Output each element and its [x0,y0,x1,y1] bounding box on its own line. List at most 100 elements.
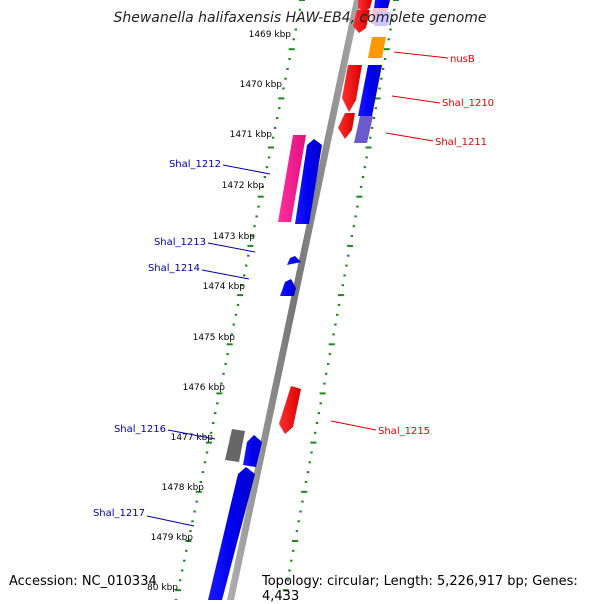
forward-track-tick [310,441,317,444]
forward-track-tick [308,461,311,464]
forward-track-tick [393,8,396,11]
forward-track-tick [315,422,319,424]
gene-forward-blue-top [374,0,390,8]
reverse-track-tick [261,185,264,188]
reverse-track-tick [265,166,269,169]
gene-label-shal-1216[interactable]: Shal_1216 [114,424,166,435]
reverse-track-tick [195,500,198,503]
forward-track-tick [372,117,376,119]
forward-track-tick [328,353,332,356]
leader-shal-1217 [146,515,195,527]
forward-track-tick [290,559,293,562]
forward-track-tick [282,589,289,592]
forward-track-tick [297,520,300,523]
reverse-track-tick [253,225,256,228]
reverse-track-tick [263,176,266,178]
forward-track-tick [286,579,289,582]
gene-label-shal-1210[interactable]: Shal_1210 [442,98,494,109]
gene-label-nusb[interactable]: nusB [450,54,475,65]
reverse-track-tick [181,569,184,572]
genome-backbone [227,0,361,600]
gene-shal-1210 [358,65,382,116]
leader-shal-1214 [201,269,250,280]
reverse-track-tick [212,422,215,424]
leader-shal-1215 [330,420,377,431]
forward-track-tick [326,362,330,365]
reverse-track-tick [282,87,285,90]
leader-shal-1211 [385,132,434,142]
tick-track-reverse [174,0,305,601]
kbp-label-1476: 1476 kbp [183,383,226,393]
gene-label-shal-1211[interactable]: Shal_1211 [435,137,487,148]
forward-track-tick [334,323,337,326]
reverse-track-tick [286,67,289,70]
forward-track-tick [347,244,354,247]
reverse-track-tick [298,8,302,11]
kbp-label-1474: 1474 kbp [203,282,246,292]
reverse-track-tick [214,412,217,415]
forward-track-tick [374,97,381,100]
forward-track-tick [345,264,348,267]
forward-track-tick [352,225,355,228]
gene-label-shal-1212[interactable]: Shal_1212 [169,159,221,170]
kbp-label-1470: 1470 kbp [240,80,283,90]
reverse-track-tick [243,274,246,277]
gene-label-shal-1214[interactable]: Shal_1214 [148,263,200,274]
kbp-label-1478: 1478 kbp [162,483,205,493]
forward-track-tick [341,284,344,287]
reverse-track-tick [222,372,225,375]
forward-track-tick [356,205,359,208]
kbp-label-1469: 1469 kbp [249,30,292,40]
forward-track-tick [393,0,399,1]
reverse-track-tick [205,451,209,454]
forward-track-tick [374,107,377,110]
reverse-track-tick [267,156,271,159]
gene-shal-1212-blue [295,139,322,224]
reverse-track-tick [247,254,250,257]
forward-track-tick [319,392,326,395]
forward-track-tick [319,402,322,405]
leader-nusb [393,51,449,59]
gene-label-shal-1213[interactable]: Shal_1213 [154,237,206,248]
forward-track-tick [332,333,335,336]
forward-track-tick [328,343,335,346]
forward-track-tick [391,18,394,21]
forward-track-tick [356,195,363,198]
forward-track-tick [383,58,387,60]
reverse-track-tick [175,589,182,592]
forward-track-tick [299,510,302,513]
forward-track-tick [301,500,304,503]
reverse-track-tick [247,244,254,247]
reverse-track-tick [271,136,275,139]
forward-track-tick [325,372,328,375]
gene-shal-1212-pink [278,135,306,222]
kbp-label-1472: 1472 kbp [222,181,265,191]
reverse-track-tick [189,530,192,533]
forward-track-tick [365,156,368,159]
reverse-track-tick [299,0,305,1]
kbp-label-1480: 80 kbp [147,583,178,593]
gene-label-shal-1215[interactable]: Shal_1215 [378,426,430,437]
forward-track-tick [381,67,385,70]
gene-label-shal-1217[interactable]: Shal_1217 [93,508,145,519]
forward-track-tick [317,412,321,415]
reverse-track-tick [185,540,192,542]
reverse-track-tick [276,117,279,119]
forward-track-tick [359,185,363,188]
forward-track-tick [350,235,354,238]
reverse-track-tick [206,441,212,444]
reverse-track-tick [234,313,238,316]
gene-shal-1216-gray [225,429,245,462]
reverse-track-tick [183,559,186,562]
map-title: Shewanella halifaxensis HAW-EB4, complet… [113,10,487,26]
reverse-track-tick [230,333,233,336]
gene-shal-1217 [208,467,255,600]
forward-track-tick [314,431,317,434]
reverse-track-tick [273,126,277,129]
reverse-track-tick [255,215,258,218]
forward-track-tick [365,146,372,149]
gene-forward-lavender [374,12,391,26]
leader-shal-1213 [207,242,256,253]
reverse-strand-genes [208,135,322,600]
